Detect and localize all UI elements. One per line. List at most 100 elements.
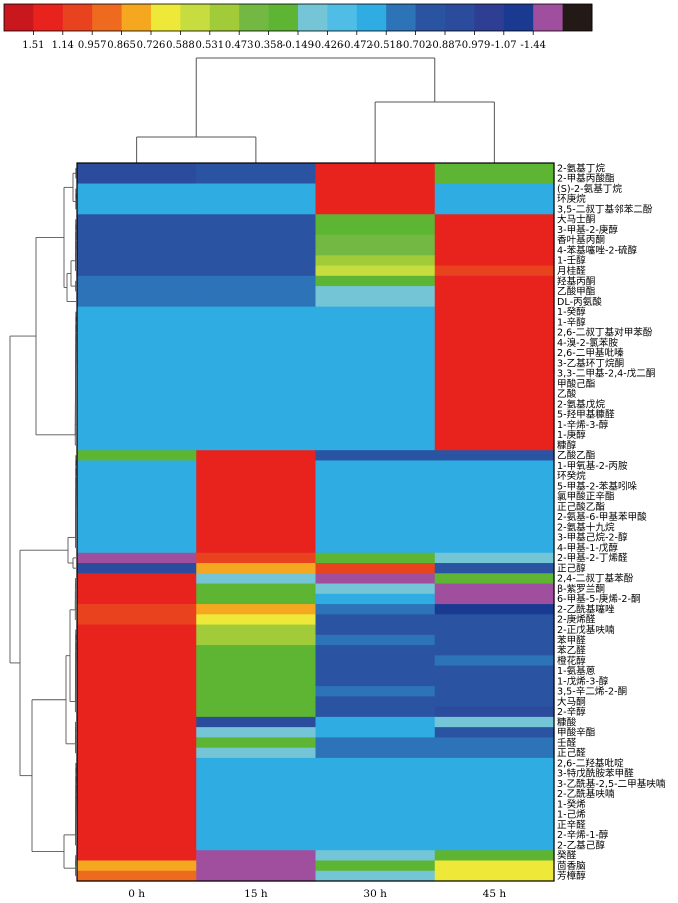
heatmap-cell bbox=[434, 522, 555, 533]
heatmap-cell bbox=[196, 204, 317, 215]
heatmap-cell bbox=[196, 757, 317, 769]
heatmap-cell bbox=[77, 204, 197, 215]
legend-swatch bbox=[4, 4, 34, 31]
heatmap-cell bbox=[77, 501, 197, 513]
heatmap-cell bbox=[77, 552, 197, 564]
column-label: 30 h bbox=[363, 888, 387, 900]
heatmap-cell bbox=[77, 275, 197, 287]
heatmap-cell bbox=[434, 501, 555, 513]
column-label: 45 h bbox=[483, 888, 507, 900]
row-label: 1-壬醇 bbox=[557, 255, 586, 267]
legend-swatch bbox=[121, 4, 152, 31]
heatmap-cell bbox=[77, 860, 197, 872]
heatmap-cell bbox=[77, 265, 197, 277]
heatmap-cell bbox=[77, 696, 197, 708]
heatmap-cell bbox=[315, 450, 436, 462]
row-label: 3-乙基环丁烷酮 bbox=[557, 357, 624, 369]
heatmap-cell bbox=[315, 542, 436, 554]
row-label: 苯乙醛 bbox=[557, 645, 586, 657]
heatmap-cell bbox=[315, 511, 436, 523]
heatmap-cell bbox=[434, 398, 555, 410]
row-label: 4-溴-2-氯苯胺 bbox=[557, 337, 618, 349]
heatmap-cell bbox=[77, 645, 197, 656]
heatmap-cell bbox=[77, 727, 197, 738]
heatmap-cell bbox=[315, 173, 436, 185]
heatmap-cell bbox=[77, 163, 197, 174]
heatmap-cell bbox=[196, 388, 317, 400]
heatmap-cell bbox=[315, 245, 436, 256]
heatmap-cell bbox=[196, 224, 317, 236]
heatmap-cell bbox=[196, 798, 317, 810]
row-label: 大马酮 bbox=[557, 696, 586, 708]
heatmap-cell bbox=[196, 419, 317, 431]
heatmap-cell bbox=[77, 450, 197, 462]
heatmap-cell bbox=[315, 532, 436, 544]
heatmap-cell bbox=[196, 163, 317, 174]
row-dendrogram bbox=[9, 167, 77, 877]
heatmap-cell bbox=[196, 829, 317, 841]
heatmap-cell bbox=[196, 306, 317, 318]
heatmap-cell bbox=[434, 480, 555, 492]
heatmap-cell bbox=[196, 409, 317, 421]
heatmap-cell bbox=[434, 450, 555, 462]
heatmap-cell bbox=[315, 819, 436, 831]
legend-tick-label: 1.14 bbox=[52, 40, 74, 51]
heatmap-cell bbox=[77, 583, 197, 595]
heatmap-cell bbox=[315, 470, 436, 482]
heatmap-cell bbox=[315, 788, 436, 800]
legend-swatch bbox=[356, 4, 387, 31]
heatmap-cell bbox=[434, 850, 555, 862]
heatmap-cell bbox=[196, 665, 317, 677]
heatmap-cell bbox=[434, 819, 555, 831]
row-label: 橙花醇 bbox=[557, 655, 586, 667]
heatmap-cell bbox=[77, 778, 197, 790]
heatmap-cell bbox=[434, 604, 555, 615]
row-label: 甲酸辛酯 bbox=[557, 727, 596, 739]
heatmap-cell bbox=[315, 522, 436, 533]
heatmap-cell bbox=[434, 655, 555, 667]
heatmap-cell bbox=[315, 624, 436, 636]
row-label: 1-己烯 bbox=[557, 809, 586, 821]
row-label: 6-甲基-5-庚烯-2-酮 bbox=[557, 593, 641, 605]
heatmap-cell bbox=[434, 163, 555, 174]
row-label: 4-甲基-1-戊醇 bbox=[557, 542, 618, 554]
heatmap-cell bbox=[434, 491, 555, 503]
heatmap-cell bbox=[196, 265, 317, 277]
row-label: 苯甲醛 bbox=[557, 634, 586, 646]
heatmap-cell bbox=[77, 788, 197, 800]
heatmap-cell bbox=[434, 593, 555, 605]
heatmap-cell bbox=[434, 388, 555, 400]
heatmap-cell bbox=[315, 347, 436, 359]
heatmap-cell bbox=[434, 737, 555, 749]
heatmap-cell bbox=[196, 275, 317, 287]
heatmap-cell bbox=[77, 409, 197, 421]
legend-swatch bbox=[209, 4, 240, 31]
heatmap-cell bbox=[315, 193, 436, 205]
heatmap-cell bbox=[315, 870, 436, 882]
row-label: 2-正戊基呋喃 bbox=[557, 624, 615, 636]
heatmap-cell bbox=[315, 204, 436, 215]
heatmap-cell bbox=[196, 337, 317, 349]
heatmap-cell bbox=[196, 860, 317, 872]
heatmap-cell bbox=[77, 624, 197, 636]
heatmap-cell bbox=[315, 727, 436, 738]
legend-tick-label: -1.44 bbox=[520, 40, 546, 51]
heatmap-cell bbox=[196, 737, 317, 749]
row-label: 2-氨基-6-甲基苯甲酸 bbox=[557, 511, 647, 523]
heatmap-cell bbox=[434, 214, 555, 226]
heatmap-cell bbox=[77, 522, 197, 533]
legend-swatch bbox=[62, 4, 93, 31]
heatmap-cell bbox=[196, 583, 317, 595]
heatmap-cell bbox=[77, 296, 197, 308]
legend-tick-label: -0.702 bbox=[400, 40, 432, 51]
heatmap-cell bbox=[77, 245, 197, 256]
heatmap-cell bbox=[77, 398, 197, 410]
heatmap-cell bbox=[434, 563, 555, 574]
heatmap-cell bbox=[434, 552, 555, 564]
heatmap-cell bbox=[315, 501, 436, 513]
legend-tick-label: -0.149 bbox=[282, 40, 314, 51]
heatmap-cell bbox=[77, 809, 197, 821]
row-label: 4-苯基噻唑-2-硫醇 bbox=[557, 244, 638, 256]
heatmap-cell bbox=[77, 491, 197, 503]
heatmap-cell bbox=[315, 337, 436, 349]
